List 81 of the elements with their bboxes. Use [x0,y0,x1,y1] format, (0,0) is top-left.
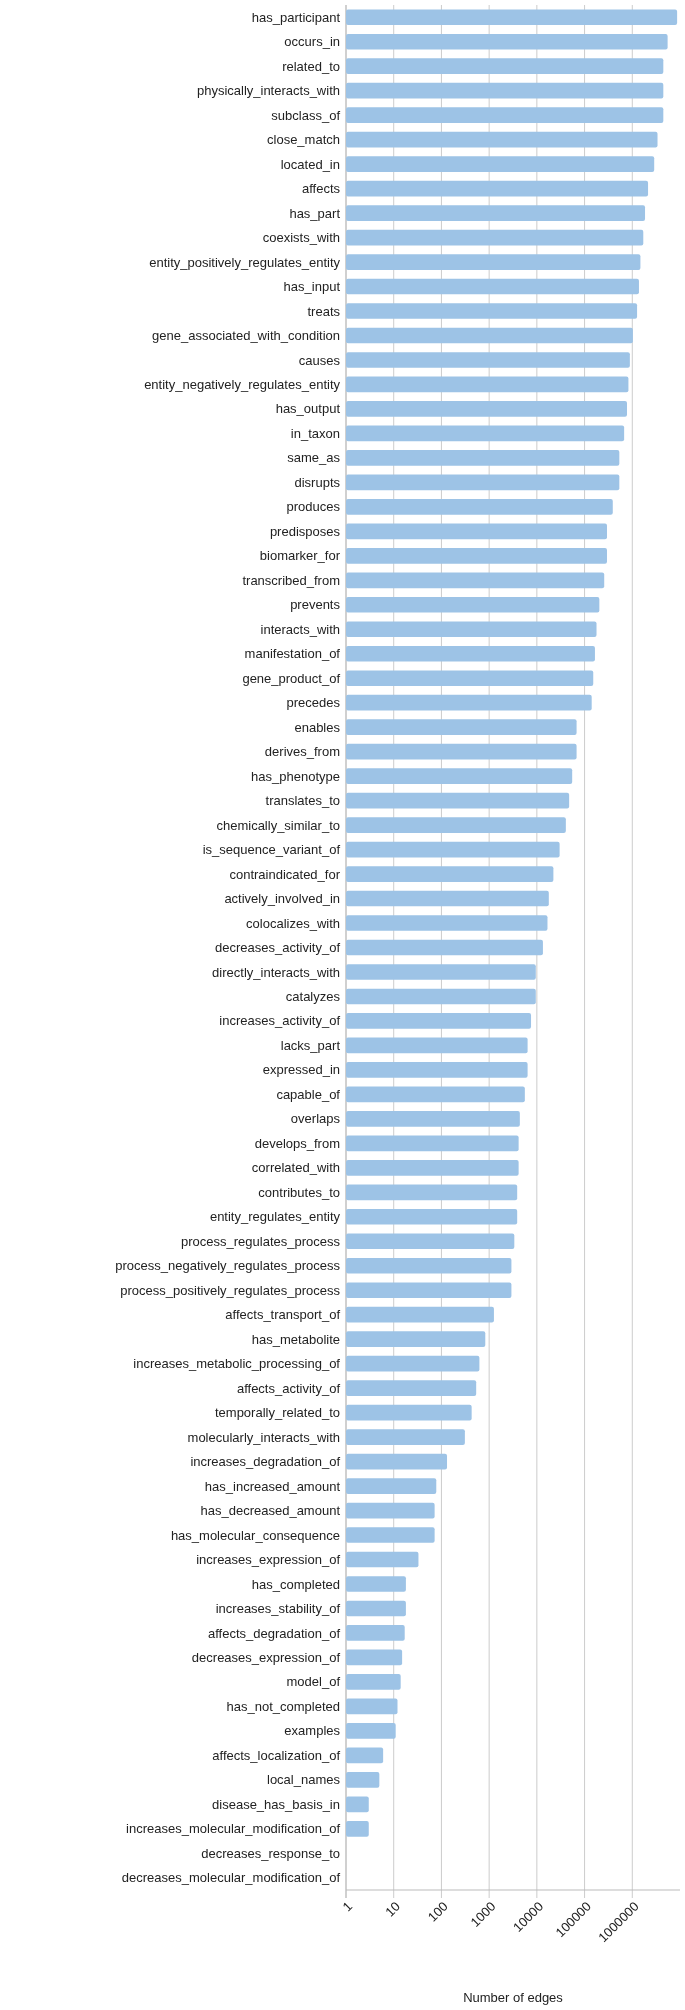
y-tick-label: close_match [267,132,340,148]
x-tick-label: 10 [382,1898,404,1920]
y-tick-label: contributes_to [258,1184,340,1200]
y-tick-label: lacks_part [280,1037,341,1053]
y-tick-label: physically_interacts_with [196,83,340,99]
y-tick-label: increases_molecular_modification_of [126,1821,341,1837]
y-tick-label: process_negatively_regulates_process [115,1258,341,1274]
y-tick-label: affects_localization_of [212,1747,341,1763]
y-tick-label: increases_expression_of [196,1552,341,1568]
y-tick-label: process_regulates_process [181,1233,341,1249]
y-tick-label: affects_transport_of [225,1307,341,1323]
x-axis-title: Number of edges [463,1990,564,2005]
x-tick-label: 100 [424,1898,451,1925]
y-tick-label: affects_degradation_of [207,1625,341,1641]
y-tick-label: affects [301,181,341,197]
y-tick-label: directly_interacts_with [212,964,340,980]
y-tick-label: increases_stability_of [215,1601,341,1617]
y-tick-label: predisposes [269,523,341,539]
y-tick-label: interacts_with [260,621,340,637]
y-tick-label: causes [298,352,341,368]
y-tick-label: disease_has_basis_in [212,1796,340,1812]
y-tick-label: model_of [286,1674,341,1690]
y-tick-label: increases_metabolic_processing_of [133,1356,341,1372]
y-tick-label: same_as [287,450,341,466]
y-tick-label: coexists_with [262,230,340,246]
x-tick-label: 1 [339,1898,356,1915]
y-tick-label: expressed_in [262,1062,340,1078]
y-tick-label: has_not_completed [226,1698,340,1714]
y-tick-label: subclass_of [271,107,341,123]
y-tick-label: precedes [286,695,341,711]
y-tick-label: increases_activity_of [219,1013,341,1029]
y-tick-label: actively_involved_in [224,891,340,907]
y-tick-label: overlaps [290,1111,341,1127]
y-tick-label: has_participant [251,9,341,25]
y-tick-label: has_completed [251,1576,340,1592]
y-tick-label: related_to [282,58,340,74]
y-tick-label: disrupts [294,474,341,490]
y-tick-label: decreases_response_to [201,1845,340,1861]
y-tick-label: has_decreased_amount [200,1503,341,1519]
y-tick-label: affects_activity_of [236,1380,341,1396]
y-tick-label: in_taxon [290,425,340,441]
y-tick-label: contraindicated_for [229,866,341,882]
y-tick-label: entity_positively_regulates_entity [149,254,341,270]
y-tick-label: chemically_similar_to [216,817,340,833]
y-tick-label: biomarker_for [259,548,341,564]
y-tick-label: produces [286,499,341,515]
y-tick-label: has_metabolite [251,1331,340,1347]
y-tick-label: colocalizes_with [246,915,340,931]
y-tick-label: is_sequence_variant_of [202,842,341,858]
y-tick-label: manifestation_of [244,646,341,662]
y-tick-label: capable_of [276,1086,341,1102]
y-tick-label: entity_negatively_regulates_entity [144,377,341,392]
y-tick-label: increases_degradation_of [190,1454,341,1470]
y-tick-label: molecularly_interacts_with [187,1429,340,1445]
y-tick-label: gene_associated_with_condition [152,328,340,344]
y-tick-label: prevents [290,597,341,613]
y-tick-label: correlated_with [251,1160,340,1176]
y-tick-label: has_phenotype [251,768,340,784]
y-tick-label: enables [294,719,341,735]
y-tick-label: catalyzes [285,989,341,1005]
y-tick-label: process_positively_regulates_process [120,1282,341,1298]
y-tick-label: examples [284,1723,341,1739]
y-tick-label: occurs_in [284,34,340,50]
y-tick-label: treats [307,303,341,319]
y-tick-label: develops_from [254,1135,340,1151]
y-tick-label: decreases_expression_of [191,1649,341,1665]
y-tick-label: has_molecular_consequence [170,1527,340,1543]
y-tick-label: has_input [283,279,341,295]
y-tick-label: temporally_related_to [214,1405,340,1421]
y-tick-label: local_names [267,1772,341,1788]
y-tick-label: has_increased_amount [204,1478,341,1494]
y-tick-label: derives_from [264,744,340,760]
y-tick-label: translates_to [265,793,340,809]
y-tick-label: located_in [280,156,340,172]
y-tick-label: gene_product_of [242,670,341,686]
y-tick-label: entity_regulates_entity [209,1209,341,1225]
y-tick-label: has_output [275,401,341,417]
y-tick-label: decreases_activity_of [214,940,341,956]
y-tick-label: has_part [289,205,341,221]
y-tick-label: decreases_molecular_modification_of [121,1870,341,1886]
y-tick-label: transcribed_from [242,572,340,588]
